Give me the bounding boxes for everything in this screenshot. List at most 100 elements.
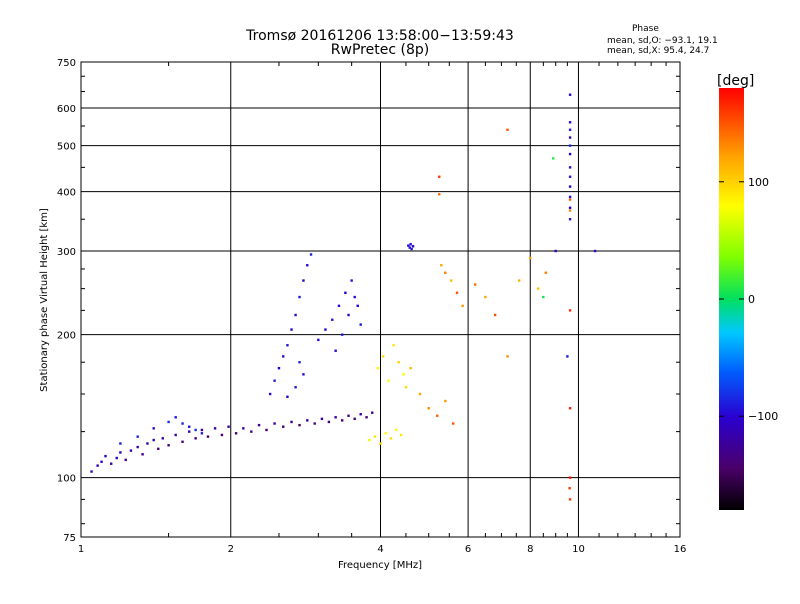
data-point bbox=[317, 338, 320, 342]
data-point bbox=[320, 417, 324, 421]
data-point bbox=[404, 386, 408, 389]
data-point bbox=[141, 453, 144, 456]
data-point bbox=[409, 243, 412, 246]
data-point bbox=[568, 498, 572, 501]
data-point bbox=[290, 420, 293, 424]
grid-layer bbox=[81, 62, 680, 537]
data-point bbox=[340, 333, 344, 336]
data-point bbox=[331, 318, 334, 321]
data-point bbox=[461, 304, 464, 308]
data-point bbox=[286, 344, 289, 347]
data-point bbox=[194, 437, 197, 440]
data-point bbox=[324, 328, 327, 331]
y-tick-label: 600 bbox=[57, 104, 76, 115]
x-tick-label: 1 bbox=[78, 544, 84, 555]
data-point bbox=[282, 355, 285, 358]
data-point bbox=[350, 279, 353, 282]
data-point bbox=[109, 462, 113, 465]
data-point bbox=[273, 422, 276, 425]
data-point bbox=[234, 432, 238, 435]
data-point bbox=[136, 435, 139, 438]
data-point bbox=[100, 460, 103, 463]
data-point bbox=[115, 456, 118, 460]
data-point bbox=[568, 152, 572, 156]
data-point bbox=[273, 379, 276, 382]
stats-header: Phase bbox=[632, 24, 659, 34]
data-point bbox=[286, 395, 289, 398]
data-point bbox=[568, 121, 572, 124]
data-point bbox=[568, 309, 572, 312]
data-point bbox=[152, 438, 155, 442]
data-point bbox=[265, 428, 268, 432]
colorbar-unit-label: [deg] bbox=[717, 73, 754, 89]
x-tick-label: 2 bbox=[228, 544, 234, 555]
data-point bbox=[298, 295, 301, 299]
y-tick-label: 400 bbox=[57, 188, 76, 199]
x-tick-label: 4 bbox=[377, 544, 383, 555]
data-point bbox=[435, 414, 439, 417]
data-point bbox=[306, 419, 309, 422]
data-point bbox=[444, 399, 447, 403]
data-point bbox=[200, 428, 204, 432]
data-point bbox=[359, 323, 362, 326]
data-point bbox=[440, 264, 443, 267]
data-point bbox=[537, 287, 540, 290]
chart-title: Tromsø 20161206 13:58:00−13:59:43 bbox=[245, 28, 514, 44]
colorbar-tick-label: −100 bbox=[748, 410, 778, 423]
data-point bbox=[282, 425, 285, 428]
data-point bbox=[340, 419, 344, 422]
data-point bbox=[444, 271, 447, 274]
data-point bbox=[119, 451, 122, 454]
data-point bbox=[568, 93, 572, 96]
data-point bbox=[220, 433, 224, 437]
data-point bbox=[568, 198, 572, 201]
data-point bbox=[306, 264, 309, 267]
colorbar-tick-label: 0 bbox=[748, 293, 755, 306]
data-point bbox=[353, 295, 356, 299]
data-point bbox=[96, 464, 99, 467]
data-point bbox=[450, 279, 453, 282]
data-point bbox=[568, 128, 572, 131]
data-point bbox=[407, 244, 410, 247]
data-point bbox=[200, 432, 204, 435]
data-point bbox=[347, 313, 350, 317]
data-point bbox=[152, 427, 155, 430]
data-point bbox=[384, 432, 388, 435]
data-point bbox=[161, 437, 164, 440]
data-point bbox=[517, 279, 521, 282]
data-point bbox=[593, 249, 597, 253]
stats-line-x: mean, sd,X: 95.4, 24.7 bbox=[607, 46, 709, 56]
data-point bbox=[506, 128, 509, 131]
y-axis-label: Stationary phase Virtual Height [km] bbox=[39, 208, 50, 392]
data-point bbox=[566, 355, 569, 358]
axes-layer: 1 2 4 6 8 10 16 75 100 200 300 400 500 600 750 bbox=[57, 58, 686, 555]
data-point bbox=[455, 291, 459, 295]
data-point bbox=[277, 366, 281, 370]
data-point bbox=[174, 433, 177, 437]
data-point bbox=[484, 295, 487, 299]
data-point bbox=[129, 449, 133, 452]
data-point bbox=[506, 355, 509, 358]
data-point bbox=[568, 218, 572, 221]
data-point bbox=[194, 428, 197, 432]
data-point bbox=[294, 313, 297, 317]
data-point bbox=[334, 349, 337, 352]
data-point bbox=[119, 442, 122, 445]
data-point bbox=[371, 411, 374, 414]
data-point bbox=[124, 458, 127, 462]
data-point bbox=[387, 379, 390, 382]
data-point bbox=[379, 442, 382, 445]
data-point bbox=[227, 425, 230, 428]
chart-subtitle: RwPretec (8p) bbox=[331, 42, 429, 58]
data-point bbox=[290, 328, 293, 331]
data-point bbox=[174, 416, 177, 419]
data-point bbox=[313, 422, 316, 425]
data-point bbox=[394, 428, 398, 432]
data-point bbox=[411, 245, 415, 248]
data-point bbox=[529, 256, 532, 260]
data-point bbox=[381, 355, 385, 358]
stats-line-o: mean, sd,O: −93.1, 19.1 bbox=[607, 36, 718, 46]
data-point bbox=[554, 249, 557, 253]
